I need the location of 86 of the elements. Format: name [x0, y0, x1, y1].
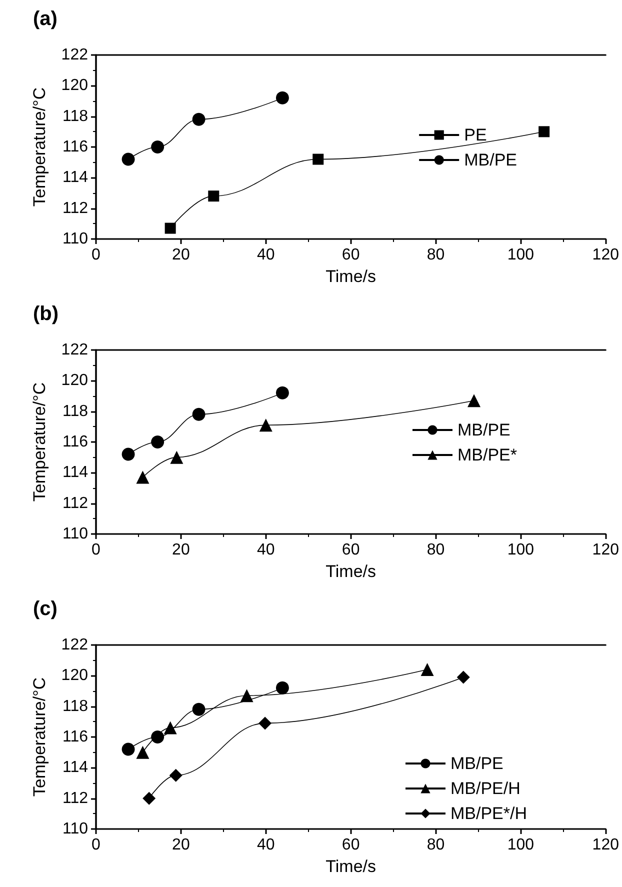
y-tick-label: 110 [62, 230, 88, 248]
x-tick-label: 20 [172, 246, 190, 264]
y-tick-label: 112 [62, 200, 88, 217]
y-tick-label: 118 [62, 698, 88, 715]
point [169, 768, 182, 782]
y-tick-label: 110 [62, 526, 88, 542]
point [164, 222, 176, 234]
x-tick-label: 100 [507, 836, 534, 854]
x-tick-label: 20 [172, 836, 190, 854]
point [208, 190, 220, 202]
x-tick-label: 0 [92, 836, 101, 854]
y-tick-label: 122 [61, 46, 88, 64]
y-axis-title: Temperature/°C [30, 87, 49, 207]
point [136, 470, 150, 484]
point [312, 154, 324, 165]
x-axis-title: Time/s [326, 562, 376, 581]
y-tick-label: 110 [62, 820, 88, 838]
y-tick-label: 120 [61, 372, 88, 390]
x-tick-label: 40 [256, 246, 275, 264]
point [122, 448, 135, 461]
legend-label: MB/PE*/H [450, 804, 528, 823]
legend-label: MB/PE [464, 150, 518, 170]
point [122, 152, 135, 166]
legend-label: MB/PE [450, 754, 504, 773]
x-tick-label: 120 [592, 246, 620, 264]
x-tick-label: 120 [592, 542, 620, 558]
x-tick-label: 20 [172, 542, 190, 558]
point [192, 112, 206, 126]
point [151, 730, 164, 744]
x-tick-label: 120 [592, 836, 620, 854]
y-tick-label: 118 [62, 108, 88, 125]
x-tick-label: 40 [256, 836, 275, 854]
y-tick-label: 112 [62, 494, 88, 512]
y-tick-label: 118 [62, 402, 88, 420]
x-tick-label: 100 [507, 542, 534, 558]
x-tick-label: 60 [342, 246, 360, 264]
y-tick-label: 122 [61, 636, 88, 654]
y-tick-label: 116 [62, 728, 88, 746]
point [276, 386, 289, 400]
legend-label: MB/PE [457, 420, 510, 440]
point [240, 689, 254, 702]
y-tick-label: 116 [62, 138, 88, 156]
point [276, 91, 289, 104]
point [151, 436, 164, 448]
y-axis-title: Temperature/°C [30, 677, 49, 797]
chart-title: (c) [33, 598, 58, 620]
point [142, 792, 156, 805]
point [192, 408, 206, 421]
x-tick-label: 100 [507, 246, 534, 264]
x-axis-title: Time/s [326, 266, 376, 286]
x-tick-label: 80 [426, 836, 445, 854]
point [538, 126, 550, 138]
x-tick-label: 60 [342, 542, 360, 558]
y-tick-label: 114 [62, 759, 88, 776]
y-tick-label: 122 [61, 342, 88, 358]
y-tick-label: 114 [62, 169, 88, 186]
point [467, 394, 480, 408]
point [151, 140, 164, 154]
x-axis-title: Time/s [326, 856, 376, 876]
y-tick-label: 120 [61, 667, 88, 684]
x-tick-label: 0 [92, 246, 101, 264]
point [259, 418, 272, 432]
x-tick-label: 0 [92, 542, 101, 558]
chart-title: (a) [33, 8, 58, 30]
y-tick-label: 116 [62, 434, 88, 450]
y-axis-title: Temperature/°C [30, 382, 49, 502]
point [276, 681, 289, 694]
legend-label: MB/PE* [457, 446, 518, 464]
point [122, 742, 135, 756]
legend-label: MB/PE/H [450, 779, 520, 798]
point [456, 670, 470, 684]
point [136, 746, 150, 759]
legend-label: PE [464, 126, 487, 144]
y-tick-label: 112 [62, 790, 88, 807]
chart-title: (b) [33, 303, 59, 325]
x-tick-label: 80 [426, 246, 445, 264]
y-tick-label: 114 [62, 464, 88, 482]
y-tick-label: 120 [61, 77, 88, 94]
x-tick-label: 60 [342, 836, 360, 854]
x-tick-label: 80 [426, 542, 445, 558]
point [192, 702, 206, 716]
point [164, 721, 177, 734]
point [170, 450, 184, 464]
point [258, 716, 272, 730]
x-tick-label: 40 [256, 542, 275, 558]
point [420, 663, 434, 676]
